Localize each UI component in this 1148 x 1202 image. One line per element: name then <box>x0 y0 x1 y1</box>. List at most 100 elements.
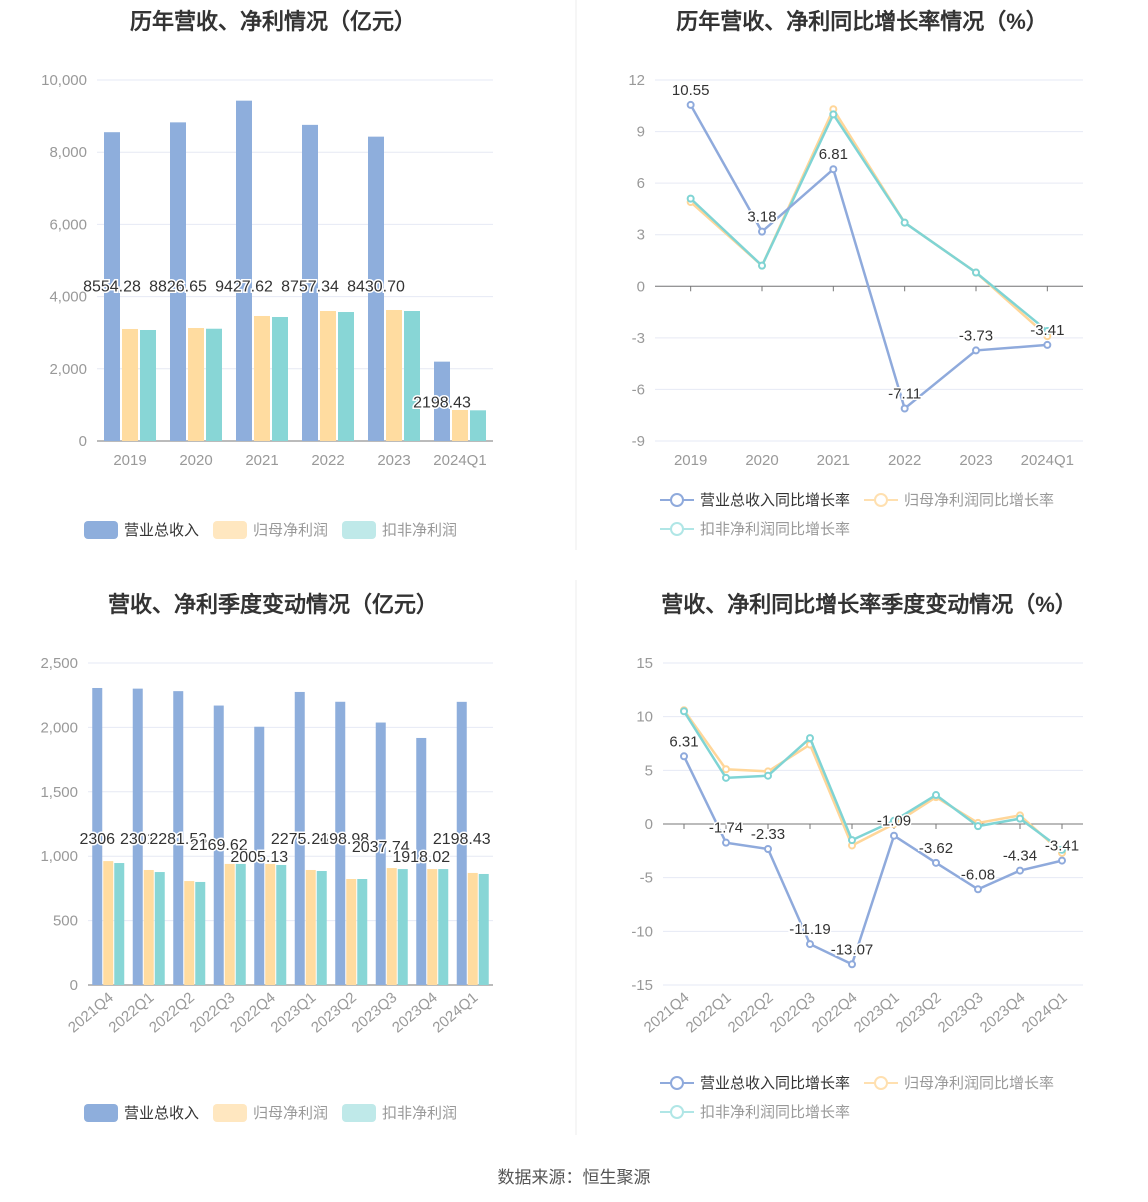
data-label: 2198.98 <box>311 831 369 848</box>
bar-deducted-profit <box>272 316 288 441</box>
legend-quarterly-line: 营业总收入同比增长率 归母净利润同比增长率 扣非净利润同比增长率 <box>660 1072 1100 1122</box>
x-tick-label: 2023Q1 <box>267 989 319 1036</box>
x-tick-label: 2021Q4 <box>65 989 117 1036</box>
bar-parent-profit <box>320 311 336 441</box>
bar-parent-profit <box>143 869 154 985</box>
bar-deducted-profit <box>316 871 327 985</box>
legend-item-deducted-profit[interactable]: 扣非净利润 <box>342 1102 457 1123</box>
legend-item-revenue-growth[interactable]: 营业总收入同比增长率 <box>660 1072 850 1093</box>
line-deducted-growth <box>682 710 1063 851</box>
legend-item-deducted-growth[interactable]: 扣非净利润同比增长率 <box>660 518 850 539</box>
bar-revenue <box>456 701 467 985</box>
bar-parent-profit <box>452 409 468 441</box>
data-point <box>932 791 940 800</box>
x-tick-label: 2022Q4 <box>809 989 861 1036</box>
legend-item-deducted-growth[interactable]: 扣非净利润同比增长率 <box>660 1101 850 1122</box>
data-label: -7.11 <box>888 386 921 403</box>
legend-item-deducted-profit[interactable]: 扣非净利润 <box>342 519 457 540</box>
data-point <box>829 165 838 174</box>
x-tick-label: 2023Q2 <box>308 989 360 1036</box>
data-point <box>686 100 695 109</box>
legend-item-parent-profit[interactable]: 归母净利润 <box>213 1102 328 1123</box>
data-label: -13.07 <box>831 941 874 958</box>
y-tick-label: -10 <box>631 923 653 940</box>
x-tick-label: 2022Q2 <box>725 989 777 1036</box>
legend-swatch <box>213 520 248 539</box>
legend-annual-bar: 营业总收入 归母净利润 扣非净利润 <box>84 519 457 540</box>
bar-revenue <box>375 722 386 985</box>
x-tick-label: 2022Q3 <box>186 989 238 1036</box>
y-tick-label: 10,000 <box>41 72 87 89</box>
data-source: 数据来源：恒生聚源 <box>497 1168 651 1187</box>
bar-revenue <box>302 124 318 442</box>
bar-revenue <box>173 691 184 985</box>
y-tick-label: 8,000 <box>49 144 87 161</box>
bar-deducted-profit <box>154 872 165 985</box>
data-label: 2169.62 <box>190 837 248 854</box>
bar-revenue <box>434 361 450 441</box>
x-tick-label: 2021 <box>245 452 278 469</box>
bar-deducted-profit <box>478 873 489 985</box>
bar-deducted-profit <box>235 863 246 985</box>
legend-annual-line: 营业总收入同比增长率 归母净利润同比增长率 扣非净利润同比增长率 <box>660 489 1100 539</box>
y-tick-label: -3 <box>632 330 645 347</box>
x-tick-label: 2019 <box>674 452 707 469</box>
x-tick-label: 2023 <box>959 452 992 469</box>
data-label: -3.41 <box>1045 838 1079 855</box>
data-point <box>1058 845 1066 854</box>
legend-item-parent-growth[interactable]: 归母净利润同比增长率 <box>864 489 1054 510</box>
data-label: 8554.28 <box>83 279 141 296</box>
bar-deducted-profit <box>338 312 354 441</box>
data-label: 10.55 <box>672 82 710 99</box>
legend-item-revenue-growth[interactable]: 营业总收入同比增长率 <box>660 489 850 510</box>
data-point <box>806 940 814 949</box>
x-tick-label: 2023Q4 <box>389 989 441 1036</box>
data-point <box>974 885 982 894</box>
y-tick-label: 3 <box>637 227 645 244</box>
legend-item-revenue[interactable]: 营业总收入 <box>84 1102 199 1123</box>
legend-label: 扣非净利润同比增长率 <box>700 1104 851 1121</box>
data-label: 9427.62 <box>215 279 273 296</box>
bar-revenue <box>335 701 346 985</box>
bar-revenue <box>254 726 265 985</box>
chart-title-annual-revenue-profit: 历年营收、净利情况（亿元） <box>129 9 416 34</box>
legend-label: 扣非净利润同比增长率 <box>700 521 851 538</box>
data-point <box>900 404 909 413</box>
data-label: 8430.70 <box>347 279 405 296</box>
legend-line-swatch <box>660 1103 694 1121</box>
chart-title-quarterly-revenue-profit: 营收、净利季度变动情况（亿元） <box>107 592 438 617</box>
data-label: 2306 <box>79 831 115 848</box>
x-tick-label: 2023Q1 <box>851 989 903 1036</box>
legend-line-swatch <box>864 491 899 509</box>
legend-label: 扣非净利润 <box>382 1105 458 1122</box>
legend-item-revenue[interactable]: 营业总收入 <box>84 519 199 540</box>
bar-revenue <box>104 132 120 441</box>
y-tick-label: -9 <box>632 433 645 450</box>
bar-revenue <box>294 691 305 985</box>
line-parent-growth <box>682 709 1063 854</box>
legend-label: 归母净利润同比增长率 <box>904 1075 1055 1092</box>
legend-item-parent-growth[interactable]: 归母净利润同比增长率 <box>864 1072 1054 1093</box>
data-label: -2.33 <box>751 826 785 843</box>
legend-swatch <box>84 520 118 539</box>
y-tick-label: 500 <box>53 913 78 930</box>
data-point <box>972 268 980 277</box>
x-tick-label: 2023Q3 <box>348 989 400 1036</box>
bar-deducted-profit <box>195 881 206 985</box>
x-tick-label: 2022 <box>311 452 344 469</box>
x-tick-label: 2020 <box>179 452 212 469</box>
y-tick-label: -15 <box>631 977 653 994</box>
bar-revenue <box>170 122 186 441</box>
x-tick-label: 2022Q4 <box>227 989 279 1036</box>
x-tick-label: 2021 <box>817 452 850 469</box>
legend-label: 营业总收入同比增长率 <box>700 492 851 509</box>
y-tick-label: 12 <box>628 72 645 89</box>
data-point <box>1043 340 1052 349</box>
y-tick-label: 1,500 <box>40 784 78 801</box>
legend-item-parent-profit[interactable]: 归母净利润 <box>213 519 328 540</box>
legend-swatch <box>342 520 377 539</box>
data-point <box>1016 814 1024 823</box>
data-label: 3.18 <box>747 209 776 226</box>
